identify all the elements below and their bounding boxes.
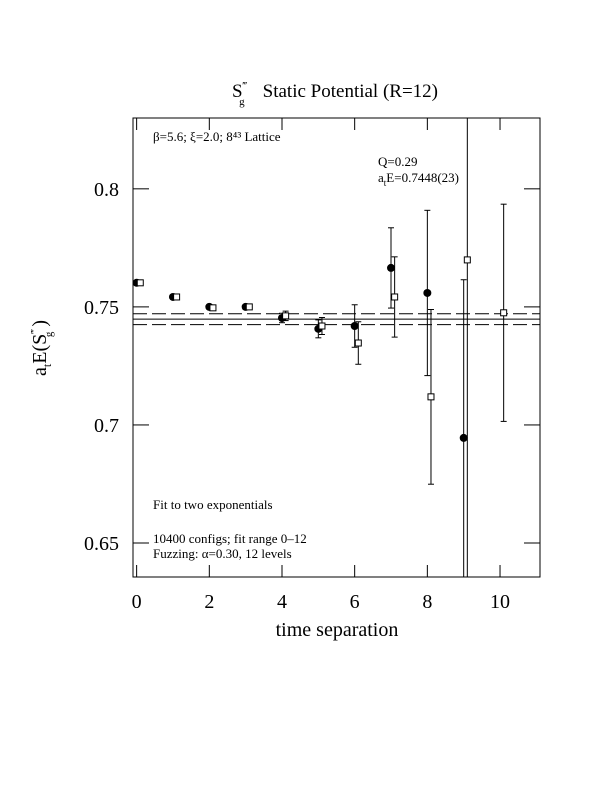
x-tick-label: 6 (350, 591, 360, 613)
annotation: 10400 configs; fit range 0–12 (153, 531, 307, 546)
point (500, 309, 508, 317)
y-tick-label: 0.75 (84, 297, 119, 319)
point (463, 256, 471, 264)
annotation: Fit to two exponentials (153, 497, 273, 512)
point (423, 288, 432, 297)
x-tick-label: 8 (422, 591, 432, 613)
y-tick-label: 0.8 (94, 179, 119, 201)
point (209, 304, 217, 312)
y-axis-label: atE(S‴g ) (29, 320, 55, 376)
x-tick-label: 2 (204, 591, 214, 613)
point (136, 279, 144, 287)
annotation: Q=0.29 (378, 154, 417, 169)
annotation: atE=0.7448(23) (378, 170, 459, 188)
y-tick-label: 0.7 (94, 415, 119, 437)
point (350, 322, 359, 331)
point (354, 339, 362, 347)
annotation: Fuzzing: α=0.30, 12 levels (153, 546, 292, 561)
y-tick-label: 0.65 (84, 533, 119, 555)
x-tick-label: 4 (277, 591, 287, 613)
x-tick-label: 0 (132, 591, 142, 613)
x-axis-label: time separation (276, 619, 399, 641)
point (318, 322, 326, 330)
point (427, 393, 435, 401)
annotation: β=5.6; ξ=2.0; 8⁴³ Lattice (153, 129, 281, 144)
point (387, 263, 396, 272)
point (245, 303, 253, 311)
point (459, 433, 468, 442)
plot-frame (132, 117, 541, 578)
chart-title: S‴ g Static Potential (R=12) (232, 80, 438, 108)
point (173, 293, 181, 301)
point (391, 293, 399, 301)
x-tick-label: 10 (490, 591, 510, 613)
point (282, 312, 290, 320)
